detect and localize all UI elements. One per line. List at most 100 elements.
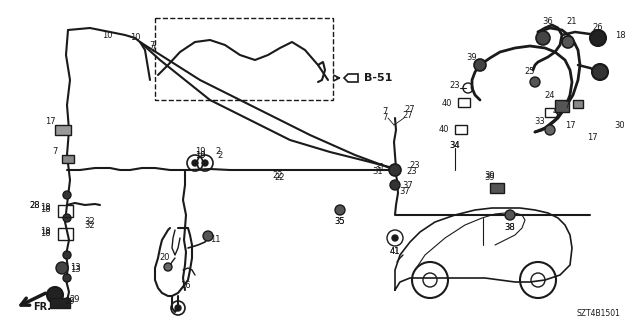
Circle shape (175, 305, 181, 311)
Text: 26: 26 (593, 23, 604, 33)
Circle shape (164, 263, 172, 271)
Circle shape (56, 262, 68, 274)
Circle shape (47, 287, 63, 303)
Circle shape (63, 274, 71, 282)
Bar (490, 183, 504, 193)
Text: SZT4B1501: SZT4B1501 (576, 308, 620, 317)
Text: 19: 19 (195, 150, 205, 159)
Circle shape (590, 30, 606, 46)
Bar (58, 205, 73, 217)
Text: 39: 39 (484, 173, 495, 182)
Text: 34: 34 (450, 140, 460, 149)
Text: 22: 22 (275, 173, 285, 182)
Circle shape (192, 160, 198, 166)
Text: 10: 10 (102, 30, 112, 39)
Text: 21: 21 (567, 18, 577, 27)
Circle shape (63, 191, 71, 199)
Text: 7: 7 (149, 41, 155, 50)
Text: 37: 37 (403, 180, 413, 189)
Text: 32: 32 (84, 220, 95, 229)
Circle shape (389, 164, 401, 176)
Text: 7: 7 (382, 108, 388, 116)
Text: 40: 40 (439, 125, 449, 134)
Text: 35: 35 (335, 218, 346, 227)
Text: 2: 2 (216, 148, 221, 156)
Text: FR.: FR. (33, 302, 51, 312)
Text: 33: 33 (534, 117, 545, 126)
Text: 38: 38 (504, 223, 515, 233)
Text: 2: 2 (218, 150, 223, 159)
Text: 28: 28 (29, 201, 40, 210)
Bar (155, 18, 333, 100)
Text: 18: 18 (614, 30, 625, 39)
Text: 39: 39 (467, 53, 477, 62)
Text: 17: 17 (564, 121, 575, 130)
Text: 17: 17 (587, 133, 597, 142)
Text: 23: 23 (410, 161, 420, 170)
Text: 34: 34 (450, 140, 460, 149)
Circle shape (545, 125, 555, 135)
Text: 41: 41 (390, 247, 400, 257)
Circle shape (203, 231, 213, 241)
Bar (62, 155, 74, 163)
Text: 40: 40 (442, 99, 452, 108)
Bar (58, 228, 73, 240)
Text: 25: 25 (525, 68, 535, 76)
Text: 23: 23 (406, 167, 417, 177)
Text: 41: 41 (390, 247, 400, 257)
Text: 18: 18 (40, 228, 51, 237)
Circle shape (335, 205, 345, 215)
Text: 7: 7 (564, 100, 570, 109)
Text: 19: 19 (195, 150, 205, 159)
Text: 29: 29 (65, 298, 76, 307)
Text: 31: 31 (374, 164, 385, 172)
Text: 19: 19 (195, 148, 205, 156)
Text: 7: 7 (150, 45, 156, 54)
Text: 24: 24 (545, 91, 556, 100)
Bar (455, 125, 467, 134)
Text: 23: 23 (450, 81, 460, 90)
Bar (55, 125, 71, 135)
Text: 13: 13 (70, 266, 80, 275)
Text: 13: 13 (70, 263, 80, 273)
Text: 10: 10 (130, 34, 140, 43)
Text: 37: 37 (399, 188, 410, 196)
Circle shape (505, 210, 515, 220)
Text: 7: 7 (382, 114, 388, 123)
Bar (50, 298, 70, 308)
Text: 22: 22 (273, 171, 284, 180)
Text: B-51: B-51 (364, 73, 392, 83)
Circle shape (202, 160, 208, 166)
Text: 38: 38 (504, 223, 515, 233)
Text: 27: 27 (404, 106, 415, 115)
Circle shape (474, 59, 486, 71)
Text: 7: 7 (52, 148, 58, 156)
Text: 18: 18 (40, 204, 51, 212)
Text: 17: 17 (45, 117, 55, 126)
Text: 39: 39 (484, 171, 495, 180)
Circle shape (562, 36, 574, 48)
Text: 29: 29 (70, 295, 80, 305)
Circle shape (592, 64, 608, 80)
Text: 32: 32 (84, 218, 95, 227)
Text: 35: 35 (335, 218, 346, 227)
Text: 11: 11 (210, 236, 220, 244)
Bar (458, 98, 470, 107)
Bar (545, 108, 557, 117)
Circle shape (63, 214, 71, 222)
Text: 40: 40 (553, 108, 563, 116)
Text: 18: 18 (40, 228, 51, 236)
Circle shape (536, 31, 550, 45)
Circle shape (392, 235, 398, 241)
Text: 36: 36 (543, 18, 554, 27)
Text: 27: 27 (403, 110, 413, 119)
Text: 28: 28 (29, 201, 40, 210)
Text: 30: 30 (614, 121, 625, 130)
Circle shape (63, 251, 71, 259)
Circle shape (390, 180, 400, 190)
Text: 18: 18 (40, 205, 51, 214)
Circle shape (530, 77, 540, 87)
Text: 16: 16 (180, 281, 190, 290)
Text: 31: 31 (372, 167, 383, 177)
Bar (573, 100, 583, 108)
